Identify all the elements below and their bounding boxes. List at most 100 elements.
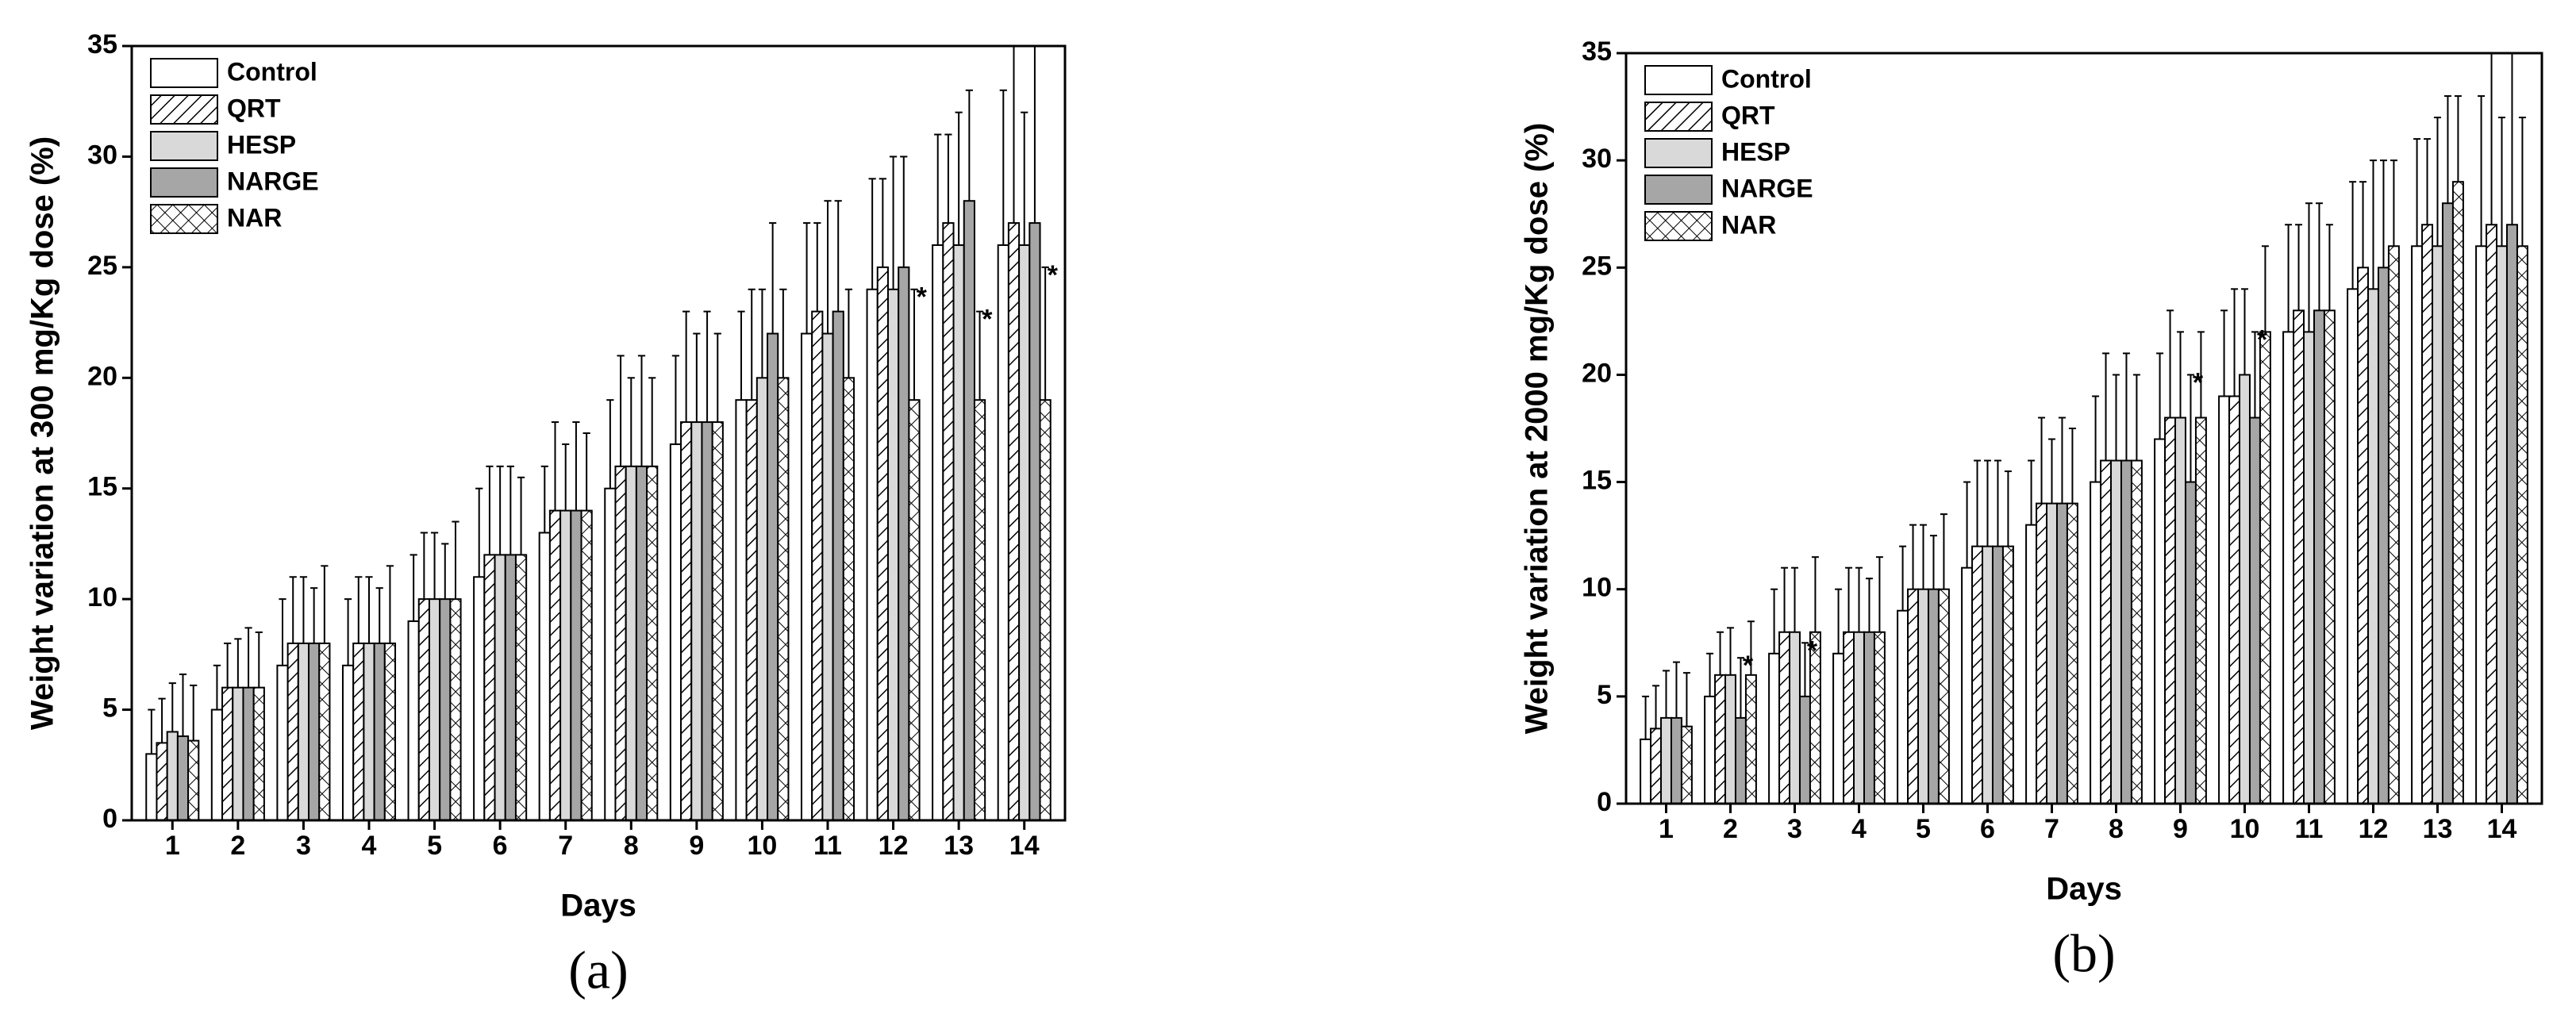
y-tick-label: 30 xyxy=(87,140,117,170)
x-tick-label: 2 xyxy=(230,831,245,861)
legend-swatch xyxy=(150,204,218,234)
plot-frame xyxy=(1624,52,2543,805)
bar xyxy=(1873,631,1886,804)
bar xyxy=(932,244,944,821)
x-tick-label: 8 xyxy=(2109,814,2124,844)
bar xyxy=(646,465,659,821)
x-tick-label: 13 xyxy=(2423,814,2453,844)
bar xyxy=(777,377,790,821)
bar xyxy=(1798,695,1811,804)
bar xyxy=(383,642,397,822)
bar xyxy=(1018,244,1031,821)
bar xyxy=(373,642,386,822)
bar xyxy=(156,742,168,822)
legend-swatch xyxy=(150,58,218,88)
x-axis-label: Days xyxy=(2046,872,2122,907)
bar xyxy=(866,288,879,821)
annotation: * xyxy=(1048,260,1059,290)
x-tick-label: 4 xyxy=(362,831,377,861)
legend-label: NARGE xyxy=(1721,174,1813,202)
bar xyxy=(166,731,179,822)
x-tick-label: 5 xyxy=(1916,814,1931,844)
bar xyxy=(1704,695,1717,804)
bar xyxy=(548,509,562,821)
bar xyxy=(2496,245,2508,804)
bar xyxy=(625,465,637,821)
bar xyxy=(559,509,572,821)
y-tick-label: 20 xyxy=(87,361,117,391)
legend-swatch xyxy=(150,167,218,198)
bar xyxy=(504,554,517,821)
bar xyxy=(1853,631,1865,804)
bar xyxy=(1961,566,1974,805)
bar xyxy=(276,664,289,821)
bar xyxy=(1907,588,1920,804)
bar xyxy=(614,465,627,821)
bar xyxy=(2432,245,2443,804)
x-tick-label: 13 xyxy=(944,831,974,861)
annotation: * xyxy=(2257,324,2268,355)
x-tick-label: 12 xyxy=(2359,814,2389,844)
bar xyxy=(1927,588,1940,804)
bar xyxy=(2110,459,2122,804)
bar xyxy=(232,686,244,822)
bar xyxy=(1768,652,1781,804)
bar xyxy=(680,421,693,821)
bar xyxy=(2441,202,2454,804)
legend-label: Control xyxy=(1721,64,1812,93)
bar xyxy=(318,642,331,822)
bar xyxy=(242,686,255,822)
y-tick-label: 0 xyxy=(102,804,117,834)
bar xyxy=(886,288,900,821)
bar xyxy=(755,377,769,821)
bar xyxy=(176,735,190,822)
legend-swatch xyxy=(1644,211,1713,241)
y-tick-label: 10 xyxy=(1582,573,1612,603)
panel-label: (b) xyxy=(2052,923,2115,984)
bar xyxy=(2323,309,2336,805)
annotation: * xyxy=(917,282,928,313)
bar xyxy=(973,399,986,821)
x-tick-label: 8 xyxy=(624,831,639,861)
bar xyxy=(514,554,528,821)
bar xyxy=(876,266,889,822)
bar xyxy=(2025,524,2038,805)
bar xyxy=(297,642,310,822)
bar xyxy=(2154,438,2167,804)
legend-label: NAR xyxy=(1721,210,1776,239)
bar xyxy=(145,753,158,821)
x-tick-label: 6 xyxy=(1980,814,1995,844)
bar xyxy=(187,739,200,822)
bar xyxy=(570,509,582,821)
x-tick-label: 14 xyxy=(2487,814,2517,844)
x-tick-label: 1 xyxy=(165,831,180,861)
bar xyxy=(221,686,234,822)
x-tick-label: 5 xyxy=(427,831,442,861)
y-tick-label: 15 xyxy=(1582,466,1612,496)
bar xyxy=(952,244,965,821)
bar xyxy=(942,222,955,822)
bar xyxy=(2046,502,2058,804)
annotation: * xyxy=(1743,651,1754,681)
y-tick-label: 25 xyxy=(1582,251,1612,281)
bar xyxy=(635,465,648,821)
bar xyxy=(2357,267,2370,804)
y-axis-label: Weight variation at 300 mg/Kg dose (%) xyxy=(25,136,60,730)
bar xyxy=(2120,459,2132,804)
bar xyxy=(2184,481,2197,804)
bar xyxy=(1991,545,2004,805)
legend-label: HESP xyxy=(227,130,296,159)
bar xyxy=(1778,631,1791,804)
y-tick-label: 35 xyxy=(1582,36,1612,67)
bar xyxy=(669,443,682,821)
bar xyxy=(1680,725,1693,804)
x-tick-label: 4 xyxy=(1851,814,1867,844)
bar xyxy=(767,332,779,821)
x-tick-label: 3 xyxy=(1787,814,1802,844)
y-tick-label: 5 xyxy=(1597,680,1612,710)
bar xyxy=(1937,588,1950,804)
bar xyxy=(2248,417,2261,804)
bar xyxy=(439,598,452,822)
legend-label: QRT xyxy=(227,94,281,122)
